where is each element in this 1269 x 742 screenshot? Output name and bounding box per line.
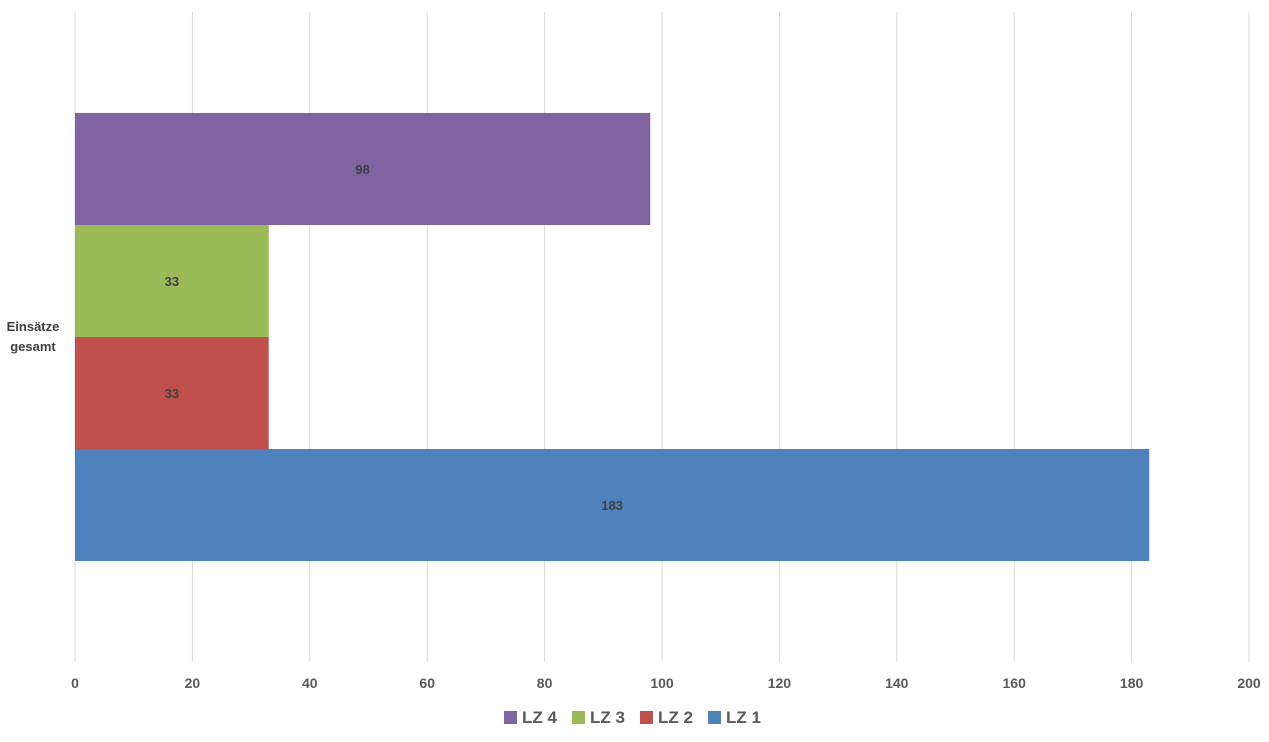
legend-label: LZ 3 [590, 708, 625, 727]
legend-swatch [504, 711, 517, 724]
data-label: 183 [601, 498, 623, 513]
bar-lz-1 [75, 449, 1150, 561]
category-axis: Einsätze gesamt [7, 319, 60, 354]
x-tick-label: 60 [419, 675, 435, 691]
legend-item-lz-1[interactable]: LZ 1 [708, 708, 761, 727]
data-label: 33 [165, 274, 179, 289]
legend-swatch [572, 711, 585, 724]
data-labels: 183 33 33 98 [165, 162, 623, 513]
x-tick-label: 140 [885, 675, 909, 691]
data-label: 33 [165, 386, 179, 401]
bar-lz-4 [75, 113, 651, 225]
x-tick-label: 120 [768, 675, 792, 691]
legend-label: LZ 1 [726, 708, 761, 727]
x-tick-label: 200 [1237, 675, 1261, 691]
legend-label: LZ 4 [522, 708, 557, 727]
legend-item-lz-3[interactable]: LZ 3 [572, 708, 625, 727]
x-tick-label: 80 [537, 675, 553, 691]
x-axis: 0 20 40 60 80 100 120 140 160 180 200 [71, 675, 1261, 691]
legend-swatch [708, 711, 721, 724]
legend-item-lz-4[interactable]: LZ 4 [504, 708, 557, 727]
bar-lz-3 [75, 225, 269, 337]
x-tick-label: 20 [185, 675, 201, 691]
x-tick-label: 160 [1003, 675, 1027, 691]
legend-label: LZ 2 [658, 708, 693, 727]
legend[interactable]: LZ 4 LZ 3 LZ 2 LZ 1 [504, 708, 761, 727]
x-tick-label: 100 [650, 675, 674, 691]
bars [75, 113, 1150, 561]
data-label: 98 [355, 162, 369, 177]
x-tick-label: 40 [302, 675, 318, 691]
bar-lz-2 [75, 337, 269, 449]
x-tick-label: 0 [71, 675, 79, 691]
legend-swatch [640, 711, 653, 724]
category-label: Einsätze gesamt [7, 319, 60, 354]
x-tick-label: 180 [1120, 675, 1144, 691]
legend-item-lz-2[interactable]: LZ 2 [640, 708, 693, 727]
